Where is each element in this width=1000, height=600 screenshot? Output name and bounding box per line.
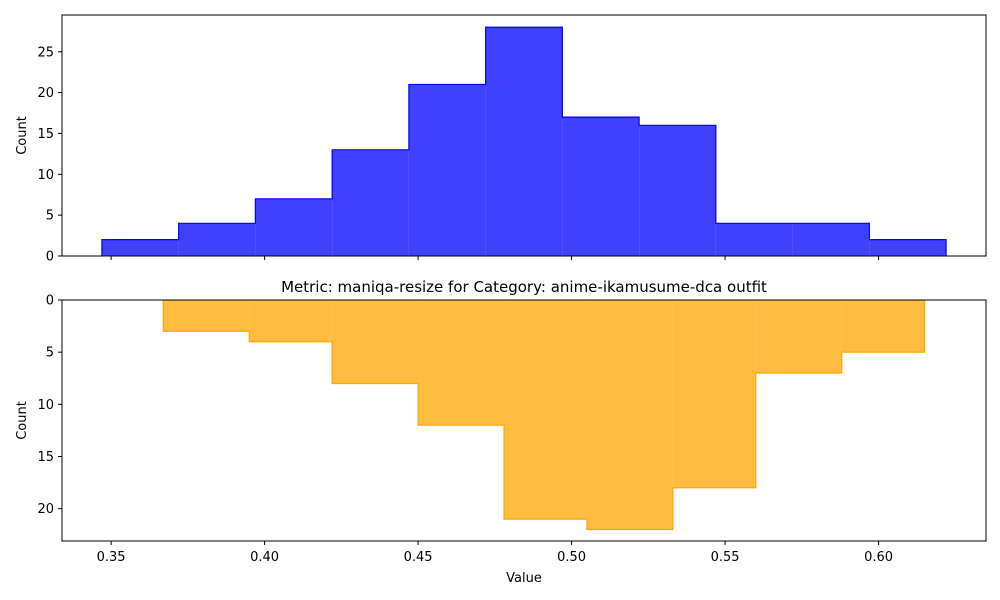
histogram-bar — [792, 223, 870, 256]
histogram-bar — [586, 300, 673, 530]
histogram-bar — [672, 300, 756, 488]
y-tick-label: 5 — [46, 209, 54, 224]
histogram-bar — [418, 300, 505, 426]
histogram-bar — [485, 27, 563, 256]
histogram-bar — [841, 300, 925, 353]
histogram-bar — [332, 149, 409, 256]
chart-title: Metric: maniqa-resize for Category: anim… — [281, 278, 767, 296]
histogram-outline — [162, 300, 926, 531]
x-tick-label: 0.60 — [864, 550, 893, 565]
histogram-bar — [163, 300, 250, 332]
x-tick-label: 0.45 — [404, 550, 433, 565]
y-tick-label: 25 — [37, 45, 54, 60]
x-tick-label: 0.40 — [250, 550, 279, 565]
y-tick-label: 10 — [37, 398, 54, 413]
histogram-bar — [504, 300, 587, 520]
y-axis-label: Count — [15, 116, 30, 155]
y-tick-label: 10 — [37, 168, 54, 183]
histogram-bar — [562, 117, 640, 256]
axes-frame — [61, 299, 987, 542]
histogram-bar — [255, 198, 333, 256]
histogram-bar — [178, 223, 256, 256]
x-tick-label: 0.55 — [711, 550, 740, 565]
x-axis-label: Value — [506, 571, 542, 586]
y-tick-label: 5 — [46, 346, 54, 361]
histogram-bar — [639, 125, 716, 256]
y-tick-label: 15 — [37, 127, 54, 142]
y-tick-label: 20 — [37, 86, 54, 101]
panel-1: 0 5 10 15 20 25 Count — [15, 14, 987, 265]
histogram-bar — [101, 239, 179, 256]
panel-2: 0 5 10 15 20 0.35 0.40 0.45 0.50 0.55 0.60 Count Val… — [15, 278, 987, 586]
histogram-bar — [869, 239, 947, 256]
histogram-bar — [332, 300, 419, 384]
axes-frame — [61, 14, 987, 257]
x-tick-label: 0.35 — [97, 550, 126, 565]
histogram-outline — [101, 26, 947, 256]
x-tick-label: 0.50 — [557, 550, 586, 565]
histogram-bar — [755, 300, 842, 374]
y-tick-label: 0 — [46, 250, 54, 265]
histogram-bar — [249, 300, 333, 342]
y-tick-label: 15 — [37, 450, 54, 465]
y-axis-label: Count — [15, 401, 30, 440]
y-tick-label: 20 — [37, 502, 54, 517]
histogram-bar — [408, 84, 486, 257]
histogram-bar — [715, 223, 793, 256]
y-tick-label: 0 — [46, 294, 54, 309]
